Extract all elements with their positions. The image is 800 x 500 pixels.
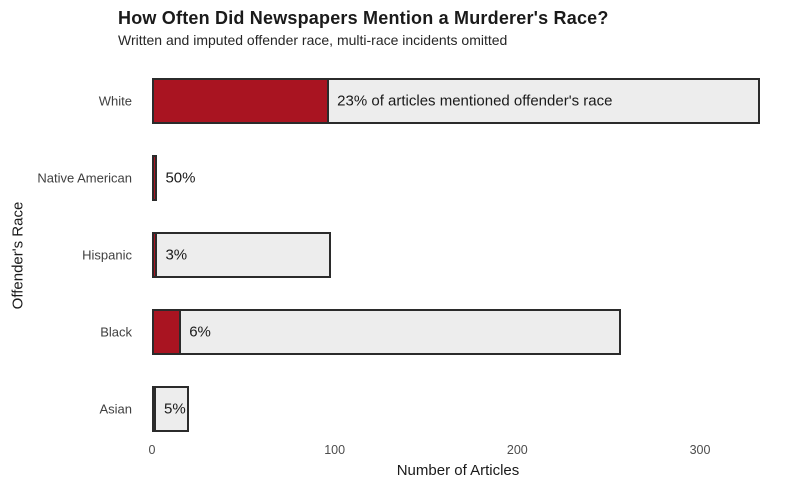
category-label: Asian	[99, 401, 132, 417]
category-label: White	[98, 93, 132, 109]
bar-row: 5%	[152, 386, 189, 432]
chart-subtitle: Written and imputed offender race, multi…	[118, 32, 508, 48]
x-axis-tick-label: 300	[689, 443, 711, 457]
y-axis-title: Offender's Race	[9, 201, 27, 310]
x-axis-tick-label: 200	[506, 443, 528, 457]
not-mentioned-segment	[327, 78, 761, 124]
bar-value-label: 3%	[165, 246, 188, 264]
category-label: Native American	[37, 170, 132, 186]
not-mentioned-segment	[179, 309, 622, 355]
x-axis-title: Number of Articles	[396, 462, 520, 479]
mentioned-segment	[152, 309, 182, 355]
mentioned-segment	[152, 155, 158, 201]
bar-row: 50%	[152, 155, 196, 201]
bar-value-label: 5%	[164, 400, 186, 418]
bar-value-label: 23% of articles mentioned offender's rac…	[337, 92, 613, 110]
bar-row: 6%	[152, 309, 622, 355]
not-mentioned-segment	[154, 386, 189, 432]
bar-row: 3%	[152, 232, 331, 278]
mentioned-segment	[152, 78, 330, 124]
bar-value-label: 50%	[165, 169, 196, 187]
x-axis-tick-label: 0	[148, 443, 156, 457]
bar-row: 23% of articles mentioned offender's rac…	[152, 78, 761, 124]
chart-title: How Often Did Newspapers Mention a Murde…	[118, 8, 609, 28]
x-axis-tick-label: 100	[324, 443, 346, 457]
category-label: Black	[100, 324, 132, 340]
bar-value-label: 6%	[189, 323, 211, 341]
not-mentioned-segment	[155, 232, 331, 278]
category-label: Hispanic	[82, 247, 132, 263]
